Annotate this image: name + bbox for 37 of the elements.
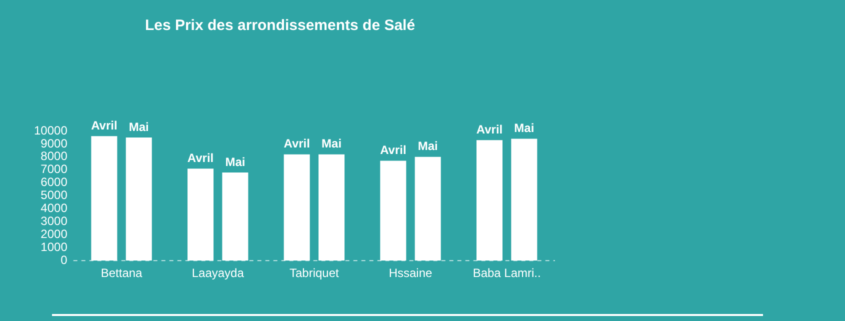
y-tick-label: 6000	[40, 175, 68, 190]
x-tick-label: Bettana	[100, 266, 143, 280]
bar	[414, 156, 441, 261]
text: Avril	[187, 150, 214, 165]
series-label: Avril	[476, 122, 503, 136]
bar	[380, 160, 406, 261]
text: Mai	[418, 139, 438, 154]
y-tick-label: 4000	[40, 201, 68, 216]
chart-title: Les Prix des arrondissements de Salé	[144, 17, 416, 35]
y-tick-label: 8000	[40, 149, 68, 164]
y-tick-label: 5000	[40, 188, 68, 202]
text: Mai	[514, 121, 534, 136]
bar	[318, 154, 345, 261]
y-tick-label: 2000	[40, 226, 68, 241]
bar	[91, 136, 118, 261]
x-tick-label: Laayayda	[192, 266, 244, 280]
text: Avril	[284, 136, 310, 151]
x-tick-label: Hssaine	[388, 266, 433, 280]
y-tick-label: 10000	[34, 123, 68, 138]
y-tick-label: 7000	[40, 162, 68, 176]
y-tick-label: 0	[60, 252, 68, 267]
text: Avril	[380, 143, 406, 158]
y-tick-label: 1000	[40, 240, 68, 254]
y-tick-label: 3000	[40, 214, 68, 228]
bar	[511, 138, 538, 261]
bar	[188, 168, 214, 261]
x-tick-label: Tabriquet	[289, 266, 340, 280]
bar	[126, 137, 152, 261]
bar	[284, 154, 310, 261]
series-label: Mai	[225, 154, 246, 169]
y-tick-label: 9000	[40, 136, 68, 150]
x-tick-label: Baba Lamri..	[472, 266, 541, 280]
text: Avril	[91, 118, 118, 132]
text: Mai	[128, 120, 149, 134]
text: Mai	[322, 136, 342, 151]
bar	[222, 172, 248, 261]
bar	[476, 140, 502, 261]
